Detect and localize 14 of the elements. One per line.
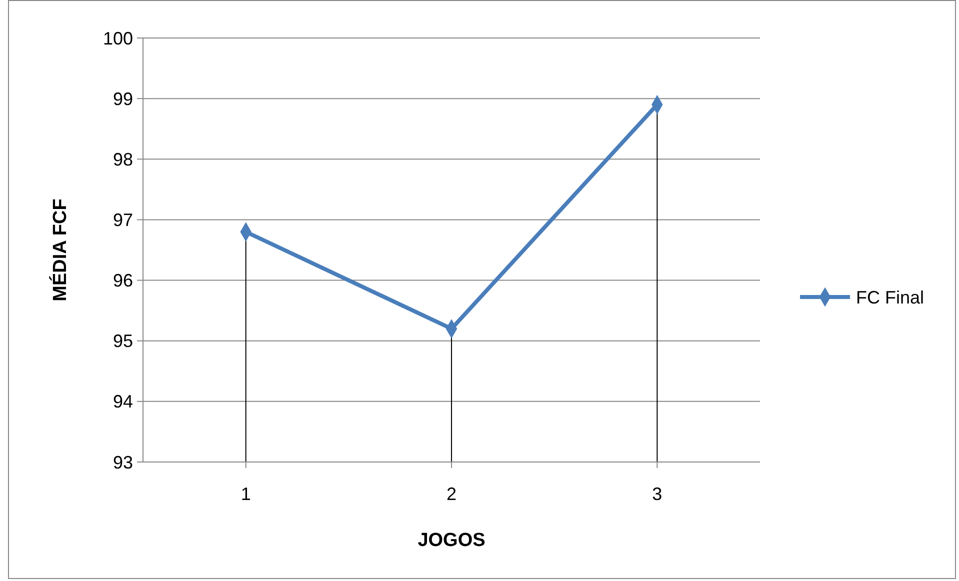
x-tick-label: 1 — [240, 484, 251, 504]
x-axis-title: JOGOS — [418, 530, 486, 551]
y-tick-label: 100 — [102, 28, 133, 48]
y-axis-title: MÉDIA FCF — [49, 198, 71, 302]
y-tick-label: 94 — [112, 392, 133, 412]
y-tick-label: 96 — [112, 270, 133, 291]
y-tick-label: 97 — [112, 210, 133, 230]
x-tick-label: 2 — [446, 484, 457, 504]
y-tick-label: 99 — [112, 88, 133, 109]
y-tick-label: 98 — [112, 149, 133, 170]
y-tick-label: 95 — [112, 331, 133, 352]
y-tick-label: 93 — [112, 452, 133, 472]
x-tick-label: 3 — [652, 484, 662, 504]
legend-label: FC Final — [856, 287, 924, 308]
